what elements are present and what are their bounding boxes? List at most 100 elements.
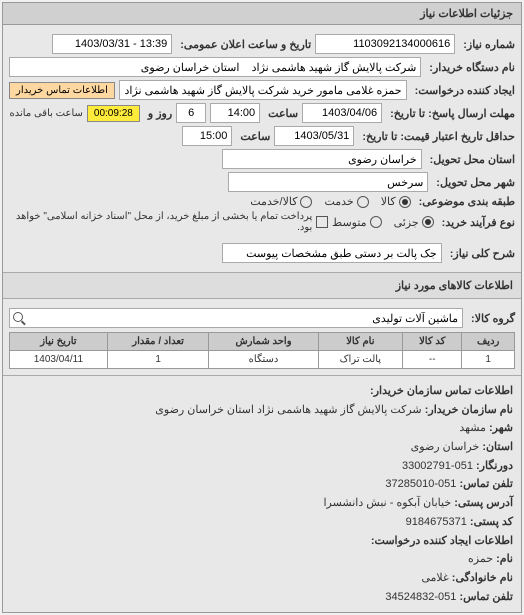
goods-section-title: اطلاعات کالاهای مورد نیاز bbox=[3, 272, 521, 299]
row-category: طبقه بندی موضوعی: کالا خدمت کالا/خدمت bbox=[9, 195, 515, 208]
contact-province-label: استان: bbox=[482, 441, 513, 453]
contact-phone-label: تلفن تماس: bbox=[459, 478, 513, 490]
announce-input[interactable] bbox=[52, 34, 172, 54]
desc-label: شرح کلی نیاز: bbox=[450, 247, 515, 260]
days-input[interactable] bbox=[176, 103, 206, 123]
search-icon[interactable] bbox=[13, 312, 25, 324]
address-value: خیابان آبکوه - نبش دانشسرا bbox=[323, 497, 451, 509]
row-validity: حداقل تاریخ اعتبار قیمت: تا تاریخ: ساعت bbox=[9, 126, 515, 146]
col-need-date: تاریخ نیاز bbox=[10, 333, 108, 351]
row-goods-group: گروه کالا: bbox=[9, 308, 515, 328]
validity-time-input[interactable] bbox=[182, 126, 232, 146]
creator-contact-title: اطلاعات ایجاد کننده درخواست: bbox=[371, 535, 513, 547]
goods-group-input[interactable] bbox=[9, 308, 463, 328]
cell-unit: دستگاه bbox=[209, 351, 318, 369]
creator-input[interactable] bbox=[119, 80, 407, 100]
cell-row-no: 1 bbox=[462, 351, 515, 369]
lastname-label: نام خانوادگی: bbox=[452, 572, 513, 584]
radio-goods-service[interactable]: کالا/خدمت bbox=[250, 195, 312, 208]
cell-item-code: -- bbox=[403, 351, 462, 369]
contact-city-label: شهر: bbox=[489, 422, 513, 434]
row-province: استان محل تحویل: bbox=[9, 149, 515, 169]
deadline-time-input[interactable] bbox=[210, 103, 260, 123]
validity-time-label: ساعت bbox=[240, 130, 270, 143]
radio-service[interactable]: خدمت bbox=[324, 195, 368, 208]
col-unit: واحد شمارش bbox=[209, 333, 318, 351]
row-request-no: شماره نیاز: تاریخ و ساعت اعلان عمومی: bbox=[9, 34, 515, 54]
announce-label: تاریخ و ساعت اعلان عمومی: bbox=[180, 38, 311, 51]
row-deadline: مهلت ارسال پاسخ: تا تاریخ: ساعت روز و 00… bbox=[9, 103, 515, 123]
validity-label: حداقل تاریخ اعتبار قیمت: تا تاریخ: bbox=[362, 130, 515, 143]
row-process: نوع فرآیند خرید: جزئی متوسط پرداخت تمام … bbox=[9, 211, 515, 233]
table-row[interactable]: 1 -- پالت تراک دستگاه 1 1403/04/11 bbox=[10, 351, 515, 369]
need-details-panel: جزئیات اطلاعات نیاز شماره نیاز: تاریخ و … bbox=[2, 2, 522, 613]
fax-label: دورنگار: bbox=[476, 460, 513, 472]
province-input[interactable] bbox=[222, 149, 422, 169]
buyer-contact-block: اطلاعات تماس سازمان خریدار: نام سازمان خ… bbox=[3, 375, 521, 612]
radio-dot-icon bbox=[357, 196, 369, 208]
deadline-date-input[interactable] bbox=[302, 103, 382, 123]
creator-phone-value: 051-34524832 bbox=[385, 591, 456, 603]
firstname-value: حمزه bbox=[468, 553, 493, 565]
col-qty: تعداد / مقدار bbox=[107, 333, 209, 351]
cell-item-name: پالت تراک bbox=[318, 351, 403, 369]
radio-low[interactable]: جزئی bbox=[394, 216, 434, 229]
radio-goods-service-label: کالا/خدمت bbox=[250, 195, 297, 208]
validity-date-input[interactable] bbox=[274, 126, 354, 146]
goods-body: گروه کالا: ردیف کد کالا نام کالا واحد شم… bbox=[3, 299, 521, 375]
lastname-value: غلامی bbox=[421, 572, 448, 584]
radio-goods[interactable]: کالا bbox=[381, 195, 411, 208]
radio-mid[interactable]: متوسط bbox=[332, 216, 382, 229]
panel-title: جزئیات اطلاعات نیاز bbox=[3, 3, 521, 25]
contact-title: اطلاعات تماس سازمان خریدار: bbox=[370, 385, 513, 397]
postcode-label: کد پستی: bbox=[470, 516, 513, 528]
radio-mid-label: متوسط bbox=[332, 216, 367, 229]
deadline-time-label: ساعت bbox=[268, 107, 298, 120]
firstname-label: نام: bbox=[496, 553, 513, 565]
radio-low-label: جزئی bbox=[394, 216, 419, 229]
radio-dot-icon bbox=[300, 196, 312, 208]
contact-phone-value: 051-37285010 bbox=[385, 478, 456, 490]
desc-input[interactable] bbox=[222, 243, 442, 263]
radio-dot-icon bbox=[370, 216, 382, 228]
contact-province-value: خراسان رضوی bbox=[411, 441, 480, 453]
city-input[interactable] bbox=[228, 172, 428, 192]
cell-qty: 1 bbox=[107, 351, 209, 369]
category-label: طبقه بندی موضوعی: bbox=[419, 195, 515, 208]
col-row-no: ردیف bbox=[462, 333, 515, 351]
buyer-contact-button[interactable]: اطلاعات تماس خریدار bbox=[9, 82, 115, 99]
buyer-label: نام دستگاه خریدار: bbox=[429, 61, 515, 74]
org-label: نام سازمان خریدار: bbox=[425, 404, 513, 416]
goods-table: ردیف کد کالا نام کالا واحد شمارش تعداد /… bbox=[9, 332, 515, 369]
request-no-input[interactable] bbox=[315, 34, 455, 54]
radio-dot-icon bbox=[422, 216, 434, 228]
goods-group-wrapper bbox=[9, 308, 463, 328]
row-description: شرح کلی نیاز: bbox=[9, 243, 515, 263]
row-buyer: نام دستگاه خریدار: bbox=[9, 57, 515, 77]
request-no-label: شماره نیاز: bbox=[463, 38, 515, 51]
city-label: شهر محل تحویل: bbox=[436, 176, 515, 189]
cell-need-date: 1403/04/11 bbox=[10, 351, 108, 369]
postcode-value: 9184675371 bbox=[406, 516, 467, 528]
deadline-label: مهلت ارسال پاسخ: تا تاریخ: bbox=[390, 107, 515, 120]
province-label: استان محل تحویل: bbox=[430, 153, 515, 166]
process-radio-group: جزئی متوسط bbox=[332, 216, 434, 229]
row-city: شهر محل تحویل: bbox=[9, 172, 515, 192]
col-item-code: کد کالا bbox=[403, 333, 462, 351]
col-item-name: نام کالا bbox=[318, 333, 403, 351]
radio-goods-label: کالا bbox=[381, 195, 396, 208]
fax-value: 051-33002791 bbox=[402, 460, 473, 472]
remaining-time-button[interactable]: 00:09:28 bbox=[87, 105, 140, 122]
panel-body: شماره نیاز: تاریخ و ساعت اعلان عمومی: نا… bbox=[3, 25, 521, 272]
process-note: پرداخت تمام یا بخشی از مبلغ خرید، از محل… bbox=[9, 211, 312, 233]
days-label: روز و bbox=[148, 107, 172, 120]
category-radio-group: کالا خدمت کالا/خدمت bbox=[250, 195, 410, 208]
treasury-checkbox[interactable] bbox=[316, 216, 328, 228]
address-label: آدرس پستی: bbox=[454, 497, 513, 509]
buyer-input[interactable] bbox=[9, 57, 421, 77]
row-creator: ایجاد کننده درخواست: اطلاعات تماس خریدار bbox=[9, 80, 515, 100]
contact-city-value: مشهد bbox=[459, 422, 486, 434]
creator-phone-label: تلفن تماس: bbox=[459, 591, 513, 603]
process-label: نوع فرآیند خرید: bbox=[442, 216, 515, 229]
radio-dot-icon bbox=[399, 196, 411, 208]
